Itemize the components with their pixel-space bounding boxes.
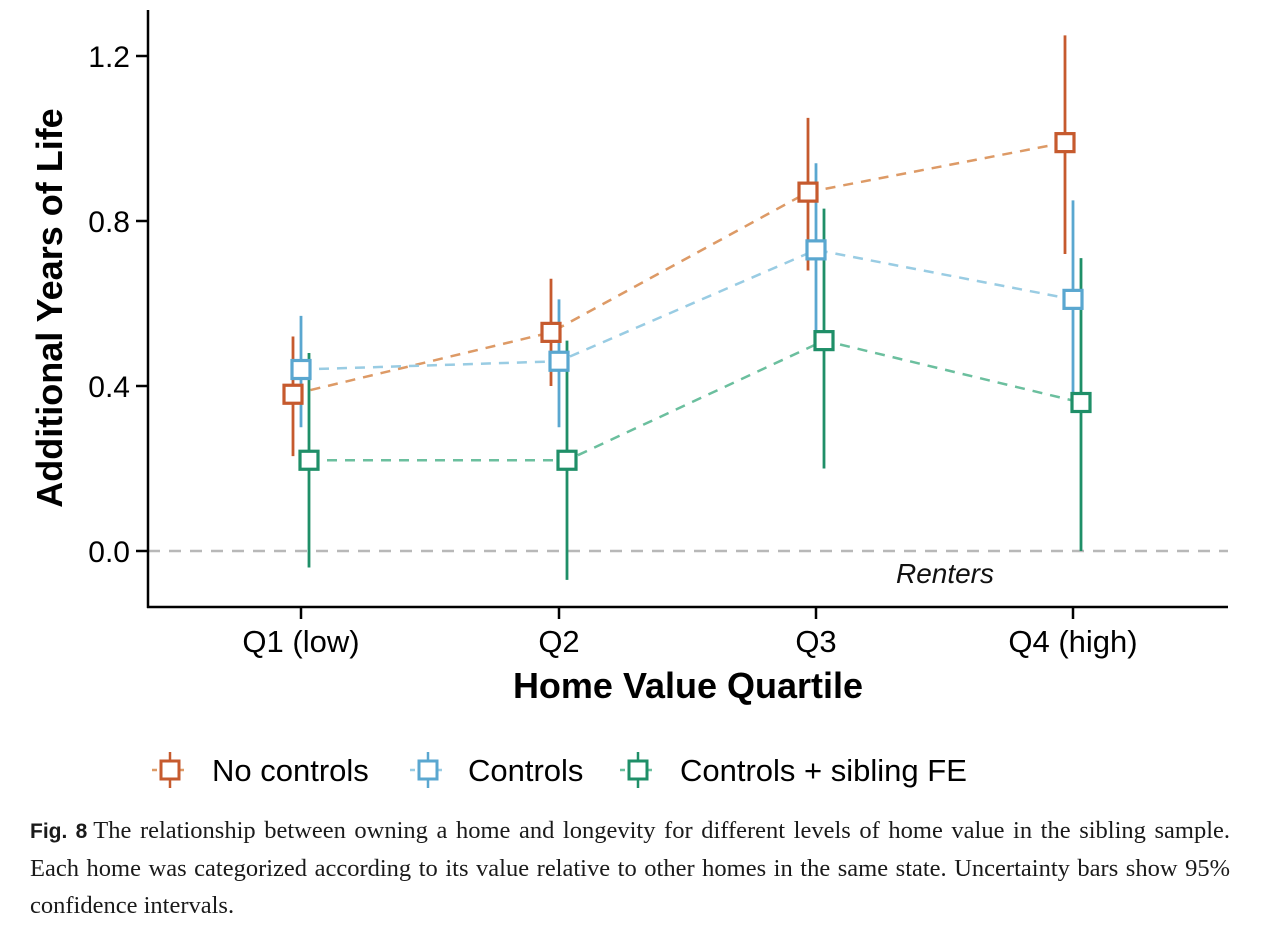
x-tick-label: Q1 (low) — [242, 624, 359, 659]
y-tick-label: 1.2 — [88, 41, 130, 74]
error-bars — [291, 35, 1083, 580]
data-point — [813, 330, 835, 352]
y-tick-label: 0.4 — [88, 371, 130, 404]
figure-caption: Fig. 8 The relationship between owning a … — [30, 812, 1230, 924]
legend-key-marker — [627, 759, 649, 781]
data-point — [540, 321, 562, 343]
series-line — [309, 339, 1082, 462]
data-point — [1070, 391, 1092, 414]
data-point — [1062, 288, 1084, 310]
data-point — [797, 181, 819, 203]
reference-label: Renters — [896, 558, 994, 589]
x-tick-label: Q4 (high) — [1008, 624, 1137, 659]
axis-labels: Home Value Quartile Additional Years of L… — [29, 108, 863, 706]
y-tick-label: 0.8 — [88, 206, 130, 239]
axes: 0.0 0.4 0.8 1.2 Q1 (low) Q2 Q3 Q4 (high) — [88, 10, 1228, 659]
data-point — [548, 350, 570, 372]
caption-text: The relationship between owning a home a… — [30, 817, 1230, 919]
legend-label: No controls — [212, 753, 369, 788]
series-line — [300, 248, 1074, 371]
legend-label: Controls + sibling FE — [680, 753, 967, 788]
data-point — [805, 239, 827, 261]
reference-layer: Renters — [148, 549, 1228, 589]
series-lines — [292, 141, 1082, 462]
legend: No controls Controls Controls + sibling FE — [152, 752, 967, 788]
x-axis-title: Home Value Quartile — [513, 665, 863, 706]
series-points — [282, 132, 1092, 471]
data-point — [290, 358, 312, 381]
data-point — [298, 449, 320, 471]
data-point — [1054, 132, 1076, 154]
x-tick-label: Q3 — [795, 624, 836, 659]
series-line — [292, 141, 1066, 396]
x-tick-label: Q2 — [538, 624, 579, 659]
chart: Renters 0.0 0.4 0.8 1.2 Q1 (low) Q2 Q3 Q4 (high… — [29, 10, 1228, 788]
legend-key-marker — [159, 759, 181, 781]
legend-label: Controls — [468, 753, 583, 788]
data-point — [556, 449, 578, 471]
caption-label: Fig. 8 — [30, 820, 88, 843]
data-point — [282, 383, 304, 405]
y-axis-title: Additional Years of Life — [29, 108, 70, 507]
y-tick-label: 0.0 — [88, 536, 130, 569]
legend-key-marker — [417, 759, 439, 781]
